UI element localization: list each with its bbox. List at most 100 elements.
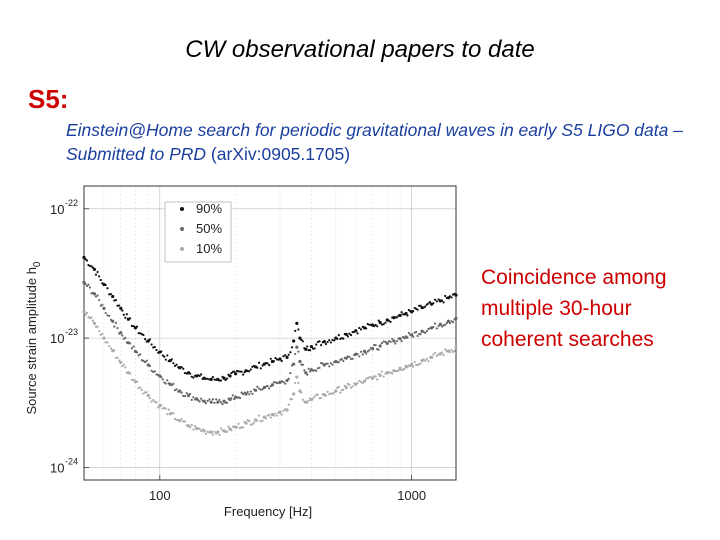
data-point — [373, 325, 376, 328]
data-point — [356, 382, 359, 385]
data-point — [161, 378, 164, 381]
data-point — [249, 368, 252, 371]
data-point — [366, 350, 369, 353]
data-point — [153, 345, 156, 349]
data-point — [180, 417, 183, 421]
data-point — [175, 388, 178, 391]
data-point — [82, 310, 86, 314]
data-point — [318, 397, 321, 400]
data-point — [197, 399, 200, 402]
data-point — [329, 341, 333, 344]
data-point — [200, 397, 203, 400]
data-point — [374, 375, 377, 378]
data-point — [186, 393, 191, 398]
y-tick-exponent: -24 — [65, 456, 78, 466]
data-point — [216, 400, 220, 404]
data-point — [121, 309, 124, 312]
data-point — [216, 430, 220, 434]
data-point — [324, 342, 328, 346]
data-point — [376, 378, 379, 381]
data-point — [183, 371, 187, 375]
data-point — [427, 302, 430, 305]
data-point — [248, 420, 251, 423]
paper-arxiv-ref: (arXiv:0905.1705) — [206, 144, 351, 164]
data-point — [122, 313, 125, 316]
data-point — [114, 321, 118, 324]
data-point — [336, 337, 339, 340]
data-point — [365, 327, 368, 330]
data-point — [200, 429, 203, 433]
data-point — [349, 333, 353, 337]
data-point — [300, 391, 303, 394]
data-point — [301, 363, 304, 366]
data-point — [98, 329, 101, 333]
data-point — [425, 303, 428, 306]
data-point — [218, 398, 221, 402]
chart-legend: 90% 50% 10% — [164, 201, 232, 263]
data-point — [401, 335, 405, 339]
data-point — [448, 295, 452, 298]
data-point — [309, 344, 314, 349]
data-point — [98, 298, 101, 302]
data-point — [189, 392, 192, 395]
data-point — [331, 338, 334, 342]
data-point — [272, 360, 276, 363]
data-point — [215, 398, 218, 401]
legend-box — [164, 201, 232, 263]
data-point — [387, 340, 391, 343]
data-point — [146, 393, 150, 398]
data-point — [450, 348, 453, 351]
data-point — [377, 319, 380, 322]
data-point — [113, 325, 116, 328]
data-point — [253, 388, 258, 392]
data-point — [230, 429, 233, 432]
data-point — [268, 413, 271, 416]
data-point — [116, 326, 119, 330]
data-point — [192, 428, 195, 431]
data-point — [211, 433, 214, 436]
data-point — [166, 379, 169, 382]
data-point — [132, 324, 135, 328]
legend-marker — [180, 227, 184, 231]
data-point — [240, 391, 243, 394]
data-point — [152, 346, 155, 349]
data-point — [385, 341, 389, 346]
data-point — [145, 391, 148, 394]
data-point — [285, 378, 289, 383]
data-point — [102, 336, 106, 340]
data-point — [285, 355, 289, 359]
data-point — [444, 348, 447, 351]
data-point — [290, 346, 294, 349]
data-point — [326, 362, 329, 365]
data-point — [202, 399, 206, 403]
data-point — [311, 397, 315, 400]
data-point — [148, 364, 152, 368]
data-point — [284, 382, 287, 385]
data-point — [322, 339, 326, 344]
data-point — [342, 359, 345, 363]
data-point — [142, 392, 145, 395]
data-point — [340, 358, 343, 361]
data-point — [359, 328, 363, 331]
data-point — [192, 376, 195, 379]
data-point — [163, 355, 166, 358]
data-point — [400, 311, 403, 314]
data-point — [92, 267, 97, 271]
data-point — [412, 310, 415, 313]
data-point — [365, 352, 368, 355]
data-point — [238, 396, 242, 400]
data-point — [274, 356, 277, 360]
data-point — [294, 352, 297, 356]
data-point — [337, 334, 340, 337]
data-point — [104, 341, 107, 344]
x-axis-label: Frequency [Hz] — [224, 504, 312, 519]
data-point — [213, 430, 216, 433]
slide-title: CW observational papers to date — [185, 36, 535, 63]
data-point — [404, 311, 408, 316]
data-point — [249, 390, 252, 393]
data-point — [96, 270, 99, 274]
data-point — [328, 339, 331, 342]
data-point — [213, 401, 216, 404]
data-point — [221, 403, 224, 406]
data-point — [206, 399, 209, 402]
